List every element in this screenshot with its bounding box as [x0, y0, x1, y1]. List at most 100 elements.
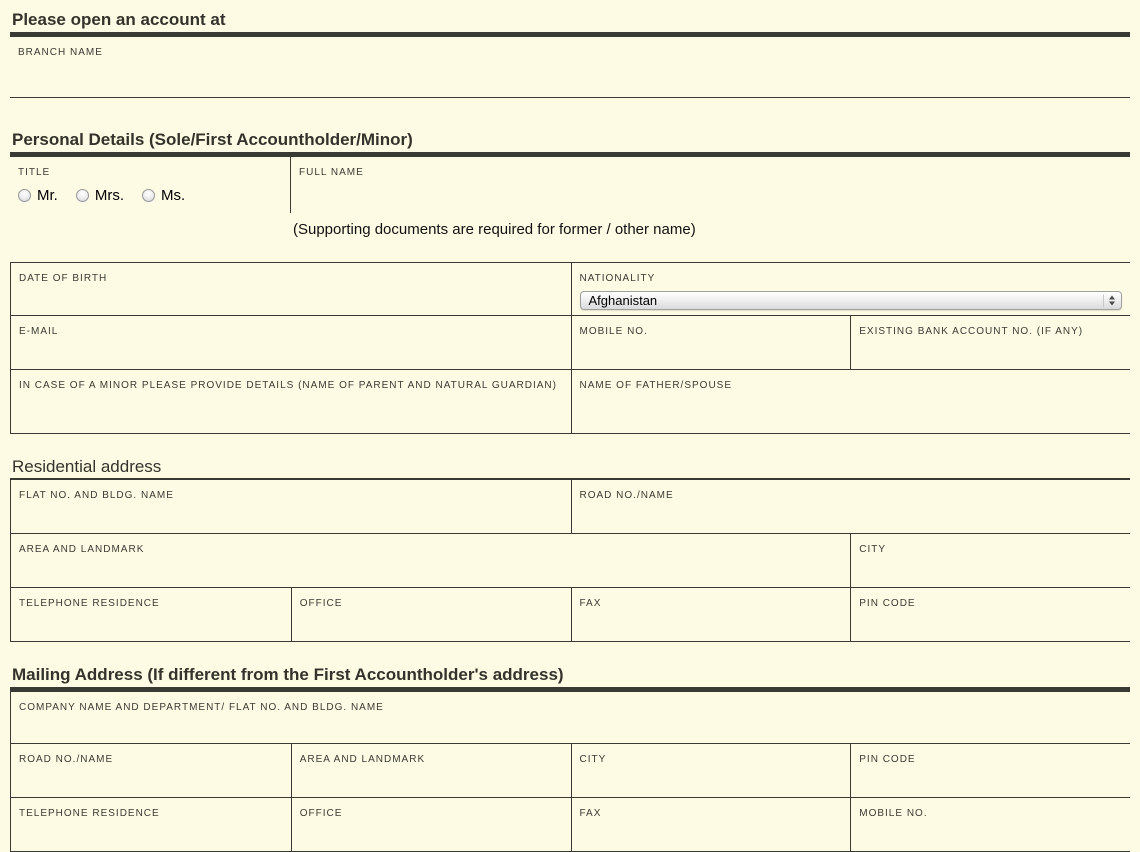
section-divider: [10, 478, 1130, 480]
field-mail-office: OFFICE: [290, 798, 571, 851]
minor-details-input[interactable]: [19, 406, 563, 429]
mail-company-label: COMPANY NAME AND DEPARTMENT/ FLAT NO. AN…: [19, 702, 384, 713]
mail-company-input[interactable]: [19, 718, 1122, 739]
email-label: E-MAIL: [19, 326, 59, 337]
father-spouse-input[interactable]: [579, 396, 1122, 429]
section-residential-title: Residential address: [12, 457, 162, 476]
field-res-area: AREA AND LANDMARK: [11, 534, 850, 587]
date-of-birth-label: DATE OF BIRTH: [19, 273, 108, 284]
field-mail-city: CITY: [570, 744, 851, 797]
mail-mobile-label: MOBILE NO.: [859, 808, 928, 819]
radio-mr-label: Mr.: [37, 187, 58, 204]
field-branch-name: BRANCH NAME: [10, 37, 1130, 97]
res-area-label: AREA AND LANDMARK: [19, 544, 145, 555]
res-road-input[interactable]: [579, 506, 1122, 529]
field-date-of-birth: DATE OF BIRTH: [11, 263, 571, 315]
res-flat-label: FLAT NO. AND BLDG. NAME: [19, 490, 174, 501]
arrow-up-icon: [1109, 295, 1115, 300]
mail-telephone-input[interactable]: [19, 824, 283, 847]
field-res-road: ROAD NO./NAME: [570, 480, 1131, 533]
mail-pincode-input[interactable]: [859, 770, 1122, 793]
field-nationality: NATIONALITY Afghanistan: [570, 263, 1131, 315]
title-radio-group: Mr. Mrs. Ms.: [18, 187, 282, 204]
full-name-input[interactable]: [299, 183, 1122, 209]
res-fax-input[interactable]: [579, 614, 843, 637]
res-city-label: CITY: [859, 544, 887, 555]
field-mail-area: AREA AND LANDMARK: [290, 744, 571, 797]
field-mail-road: ROAD NO./NAME: [11, 744, 291, 797]
mail-area-label: AREA AND LANDMARK: [299, 754, 426, 765]
existing-account-label: EXISTING BANK ACCOUNT NO. (IF ANY): [859, 326, 1084, 337]
title-option-mrs: Mrs.: [75, 187, 125, 204]
field-mobile-no: MOBILE NO.: [570, 316, 851, 369]
mobile-no-label: MOBILE NO.: [579, 326, 648, 337]
mail-fax-label: FAX: [579, 808, 602, 819]
radio-mrs-label: Mrs.: [94, 187, 125, 204]
mail-mobile-input[interactable]: [859, 824, 1122, 847]
res-area-input[interactable]: [19, 560, 843, 583]
branch-name-input[interactable]: [18, 63, 1122, 93]
section-divider: [10, 687, 1130, 692]
mail-office-input[interactable]: [299, 824, 563, 847]
minor-details-label: IN CASE OF A MINOR PLEASE PROVIDE DETAIL…: [19, 380, 557, 391]
mail-city-label: CITY: [579, 754, 607, 765]
section-mailing-address: Mailing Address (If different from the F…: [10, 665, 1130, 852]
branch-name-label: BRANCH NAME: [18, 47, 103, 58]
res-pincode-input[interactable]: [859, 614, 1122, 637]
field-res-office: OFFICE: [290, 588, 571, 641]
mobile-no-input[interactable]: [579, 342, 843, 365]
res-pincode-label: PIN CODE: [859, 598, 916, 609]
field-full-name: FULL NAME: [290, 157, 1130, 213]
section-mailing-title: Mailing Address (If different from the F…: [12, 665, 564, 684]
field-mail-telephone: TELEPHONE RESIDENCE: [11, 798, 291, 851]
mail-road-label: ROAD NO./NAME: [19, 754, 114, 765]
mail-telephone-label: TELEPHONE RESIDENCE: [19, 808, 160, 819]
field-res-pincode: PIN CODE: [850, 588, 1130, 641]
email-input[interactable]: [19, 342, 563, 365]
account-opening-form: Please open an account at BRANCH NAME Pe…: [0, 10, 1140, 852]
mail-pincode-label: PIN CODE: [859, 754, 916, 765]
res-telephone-label: TELEPHONE RESIDENCE: [19, 598, 160, 609]
mail-fax-input[interactable]: [579, 824, 843, 847]
res-office-label: OFFICE: [299, 598, 343, 609]
arrow-down-icon: [1109, 301, 1115, 306]
date-of-birth-input[interactable]: [19, 289, 563, 311]
field-res-flat: FLAT NO. AND BLDG. NAME: [11, 480, 571, 533]
mail-city-input[interactable]: [579, 770, 843, 793]
mail-road-input[interactable]: [19, 770, 283, 793]
section-residential-address: Residential address FLAT NO. AND BLDG. N…: [10, 457, 1130, 642]
res-flat-input[interactable]: [19, 506, 563, 529]
nationality-selected-value: Afghanistan: [588, 293, 658, 308]
field-title: TITLE Mr. Mrs. Ms.: [10, 157, 290, 213]
section-divider: [10, 152, 1130, 157]
mail-office-label: OFFICE: [299, 808, 343, 819]
radio-ms[interactable]: [142, 189, 156, 202]
existing-account-input[interactable]: [859, 342, 1122, 365]
res-road-label: ROAD NO./NAME: [579, 490, 674, 501]
field-res-city: CITY: [850, 534, 1130, 587]
radio-ms-label: Ms.: [161, 187, 186, 204]
res-city-input[interactable]: [859, 560, 1122, 583]
nationality-select[interactable]: Afghanistan: [579, 291, 1122, 310]
field-res-fax: FAX: [570, 588, 851, 641]
field-res-telephone: TELEPHONE RESIDENCE: [11, 588, 291, 641]
field-mail-fax: FAX: [570, 798, 851, 851]
title-label: TITLE: [18, 167, 51, 178]
title-option-ms: Ms.: [142, 187, 185, 204]
section-personal-details: Personal Details (Sole/First Accounthold…: [10, 130, 1130, 434]
res-office-input[interactable]: [299, 614, 563, 637]
field-email: E-MAIL: [11, 316, 571, 369]
section-divider: [10, 32, 1130, 37]
mail-area-input[interactable]: [299, 770, 563, 793]
radio-mr[interactable]: [18, 189, 31, 202]
field-mail-company: COMPANY NAME AND DEPARTMENT/ FLAT NO. AN…: [11, 692, 1130, 743]
res-telephone-input[interactable]: [19, 614, 283, 637]
field-mail-pincode: PIN CODE: [850, 744, 1130, 797]
section-account: Please open an account at BRANCH NAME: [10, 10, 1130, 98]
supporting-documents-note: (Supporting documents are required for f…: [293, 221, 696, 238]
field-minor-details: IN CASE OF A MINOR PLEASE PROVIDE DETAIL…: [11, 370, 571, 433]
radio-mrs[interactable]: [75, 189, 89, 202]
field-existing-account: EXISTING BANK ACCOUNT NO. (IF ANY): [850, 316, 1130, 369]
title-option-mr: Mr.: [18, 187, 58, 204]
res-fax-label: FAX: [579, 598, 602, 609]
